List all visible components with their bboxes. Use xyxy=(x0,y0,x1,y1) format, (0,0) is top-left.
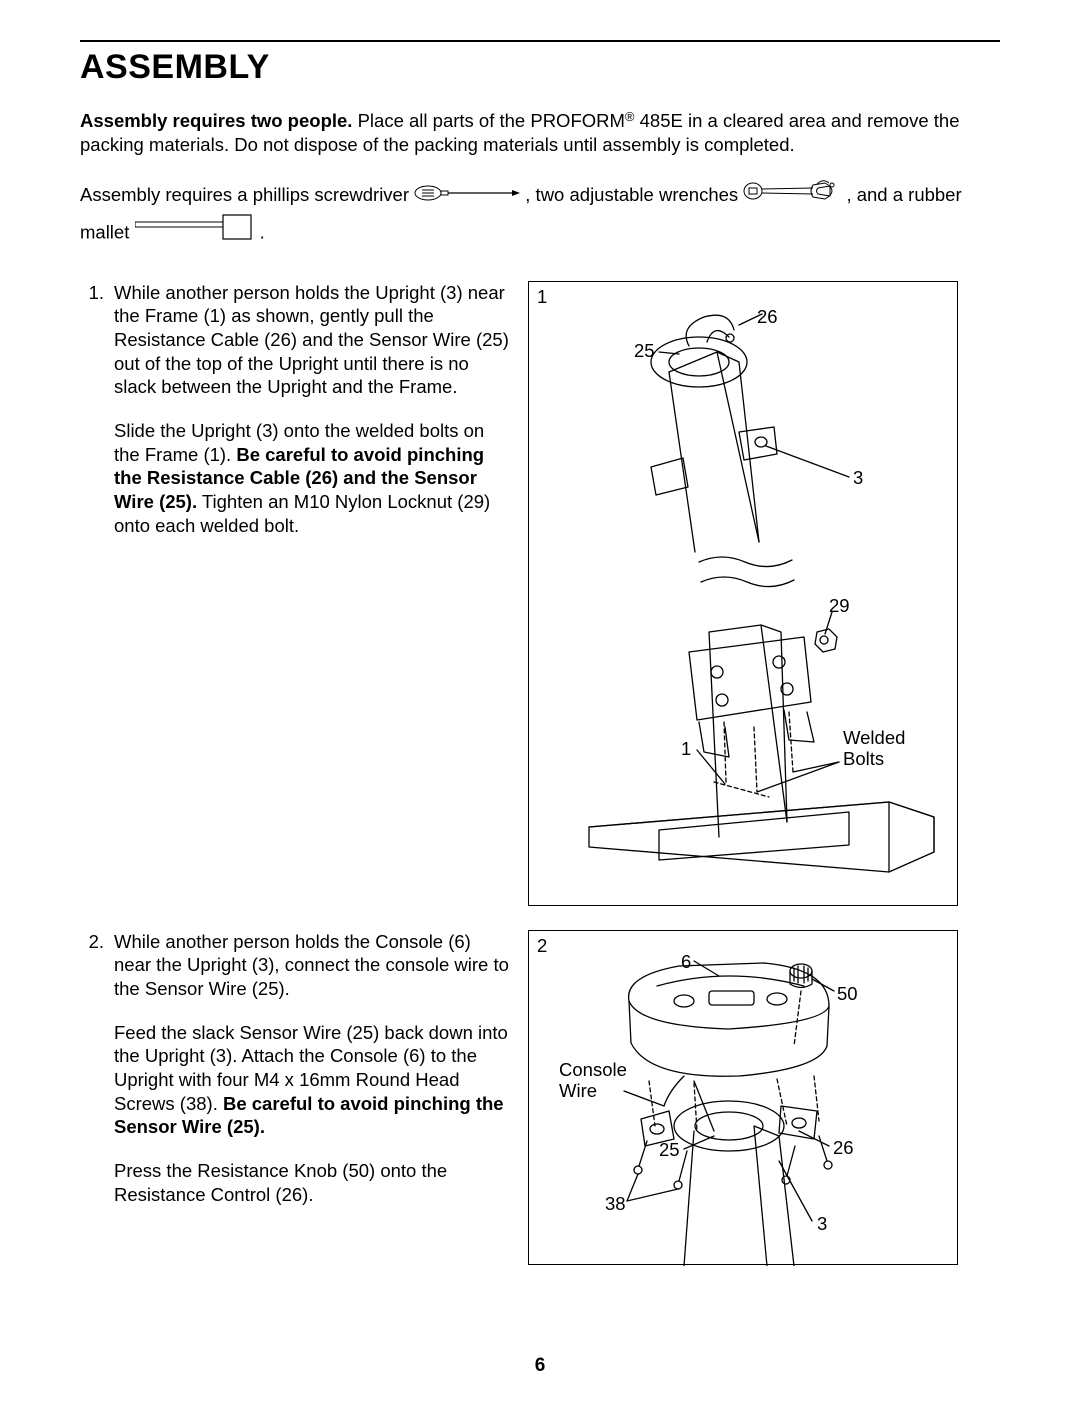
step-number: 1. xyxy=(80,281,114,538)
fig2-label-3: 3 xyxy=(817,1213,827,1234)
fig2-label-26: 26 xyxy=(833,1137,854,1158)
figure-2-index: 2 xyxy=(537,935,547,957)
fig2-label-25: 25 xyxy=(659,1139,680,1160)
fig1-label-3: 3 xyxy=(853,467,863,488)
intro-lead: Assembly requires two people. xyxy=(80,110,352,131)
wrench-icon xyxy=(743,179,841,213)
fig1-label-welded-bolts: Welded Bolts xyxy=(843,727,905,770)
fig1-label-29: 29 xyxy=(829,595,850,616)
fig2-label-6: 6 xyxy=(681,951,691,972)
tools-required: Assembly requires a phillips screwdriver… xyxy=(80,178,1000,252)
page-number: 6 xyxy=(80,1355,1000,1377)
figure-1-index: 1 xyxy=(537,286,547,308)
fig1-label-26: 26 xyxy=(757,306,778,327)
fig1-label-1: 1 xyxy=(681,738,691,759)
fig1-label-25: 25 xyxy=(634,340,655,361)
screwdriver-icon xyxy=(414,179,520,213)
figure-1: 1 xyxy=(528,281,958,906)
fig2-label-50: 50 xyxy=(837,983,858,1004)
step-number: 2. xyxy=(80,930,114,1207)
step-2-para-1: While another person holds the Console (… xyxy=(114,930,510,1001)
step-1-para-1: While another person holds the Upright (… xyxy=(114,281,510,399)
step-2: 2. While another person holds the Consol… xyxy=(80,930,510,1207)
intro-paragraph: Assembly requires two people. Place all … xyxy=(80,109,1000,156)
page-title: ASSEMBLY xyxy=(80,48,1000,87)
mallet-icon xyxy=(135,214,255,253)
figure-2: 2 xyxy=(528,930,958,1265)
fig2-label-38: 38 xyxy=(605,1193,626,1214)
step-1: 1. While another person holds the Uprigh… xyxy=(80,281,510,538)
step-1-para-2: Slide the Upright (3) onto the welded bo… xyxy=(114,419,510,537)
step-2-para-3: Press the Resistance Knob (50) onto the … xyxy=(114,1159,510,1206)
step-2-para-2: Feed the slack Sensor Wire (25) back dow… xyxy=(114,1021,510,1139)
fig2-label-console-wire: Console Wire xyxy=(559,1059,627,1102)
